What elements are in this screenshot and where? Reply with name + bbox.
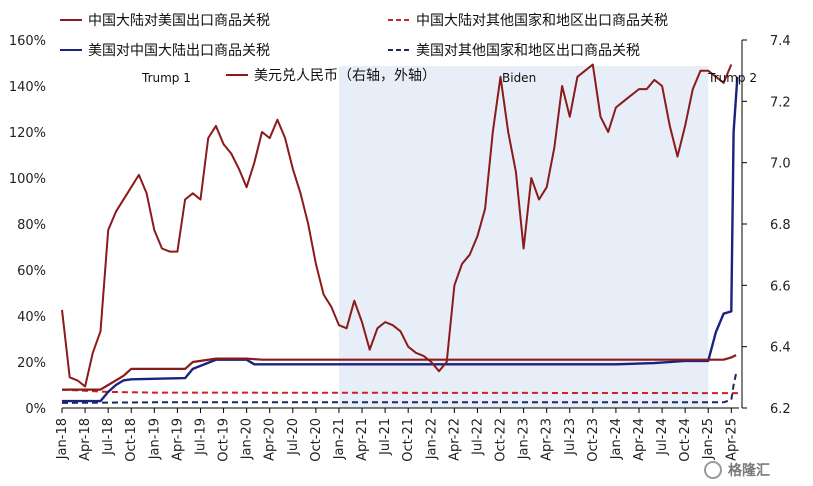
left-tick-label: 160% — [9, 34, 46, 49]
x-tick-label: Jul-21 — [378, 418, 393, 456]
left-tick-label: 60% — [17, 264, 46, 279]
watermark: 格隆汇 — [704, 461, 770, 479]
legend-label: 美国对中国大陆出口商品关税 — [88, 43, 270, 59]
x-tick-label: Apr-18 — [78, 418, 93, 461]
x-tick-label: Jul-23 — [563, 418, 578, 456]
x-tick-label: Jan-21 — [332, 418, 347, 460]
x-tick-label: Jan-22 — [424, 418, 439, 460]
series-line-0 — [62, 354, 737, 391]
x-tick-label: Jul-18 — [101, 418, 116, 456]
x-tick-label: Oct-19 — [217, 418, 232, 462]
x-tick-label: Jan-23 — [517, 418, 532, 460]
x-tick-label: Apr-25 — [724, 418, 739, 461]
x-tick-label: Jan-25 — [701, 418, 716, 460]
legend-label: 美元兑人民币（右轴，外轴） — [254, 68, 436, 84]
annotation-label: Biden — [502, 71, 536, 85]
x-tick-label: Jan-24 — [609, 418, 624, 460]
x-tick-label: Jul-24 — [655, 418, 670, 456]
left-tick-label: 140% — [9, 80, 46, 95]
watermark-text: 格隆汇 — [728, 462, 770, 479]
right-tick-label: 7.4 — [770, 34, 791, 49]
x-tick-label: Jan-20 — [240, 418, 255, 460]
right-tick-label: 7.2 — [770, 95, 791, 110]
x-tick-label: Jul-20 — [286, 418, 301, 456]
x-tick-label: Apr-21 — [355, 418, 370, 461]
x-tick-label: Jul-22 — [470, 418, 485, 456]
x-tick-label: Apr-19 — [170, 418, 185, 461]
series-line-1 — [61, 388, 740, 395]
right-tick-label: 6.2 — [770, 402, 791, 417]
annotation-label: Trump 2 — [707, 71, 757, 85]
legend-label: 美国对其他国家和地区出口商品关税 — [416, 42, 640, 59]
legend-label: 中国大陆对其他国家和地区出口商品关税 — [416, 12, 668, 29]
x-tick-label: Oct-18 — [124, 418, 139, 462]
x-tick-label: Oct-24 — [678, 418, 693, 462]
x-tick-label: Apr-22 — [447, 418, 462, 461]
series-line-3 — [61, 373, 738, 404]
left-axis-ticks: 0% 20% 40% 60% 80% 100% 120% 140% 160% — [9, 34, 46, 417]
series-line-4 — [61, 63, 733, 388]
left-tick-label: 40% — [17, 310, 46, 325]
x-tick-label: Jan-19 — [147, 418, 162, 460]
x-tick-label: Oct-20 — [309, 418, 324, 462]
x-tick-label: Oct-21 — [401, 418, 416, 462]
left-tick-label: 120% — [9, 126, 46, 141]
right-tick-label: 6.4 — [770, 341, 791, 356]
x-axis-ticks: Jan-18 Apr-18 Jul-18 Oct-18 Jan-19 Apr-19 Jul-… — [55, 408, 739, 462]
left-tick-label: 100% — [9, 172, 46, 187]
shaded-period-rect — [338, 66, 709, 408]
left-tick-label: 80% — [17, 218, 46, 233]
right-tick-label: 7.0 — [770, 157, 791, 172]
right-tick-label: 6.6 — [770, 279, 791, 294]
watermark-logo-icon — [704, 461, 722, 479]
x-tick-label: Jul-19 — [193, 418, 208, 456]
x-tick-label: Jan-18 — [55, 418, 70, 460]
left-tick-label: 0% — [25, 402, 46, 417]
x-tick-label: Apr-20 — [263, 418, 278, 461]
annotations: Trump 1 Biden Trump 2 — [141, 71, 757, 85]
right-axis-ticks: 6.2 6.4 6.6 6.8 7.0 7.2 7.4 — [742, 34, 791, 417]
series-lines — [61, 63, 740, 404]
x-tick-label: Oct-22 — [494, 418, 509, 462]
series-line-2 — [62, 76, 739, 403]
x-tick-label: Apr-24 — [632, 418, 647, 461]
legend-label: 中国大陆对美国出口商品关税 — [88, 13, 270, 29]
x-tick-label: Oct-23 — [586, 418, 601, 462]
left-tick-label: 20% — [17, 356, 46, 371]
annotation-label: Trump 1 — [141, 71, 191, 85]
shaded-period — [338, 66, 709, 408]
legend: 中国大陆对美国出口商品关税 中国大陆对其他国家和地区出口商品关税美国对中国大陆出口… — [60, 12, 668, 84]
x-tick-label: Apr-23 — [540, 418, 555, 461]
right-tick-label: 6.8 — [770, 218, 791, 233]
